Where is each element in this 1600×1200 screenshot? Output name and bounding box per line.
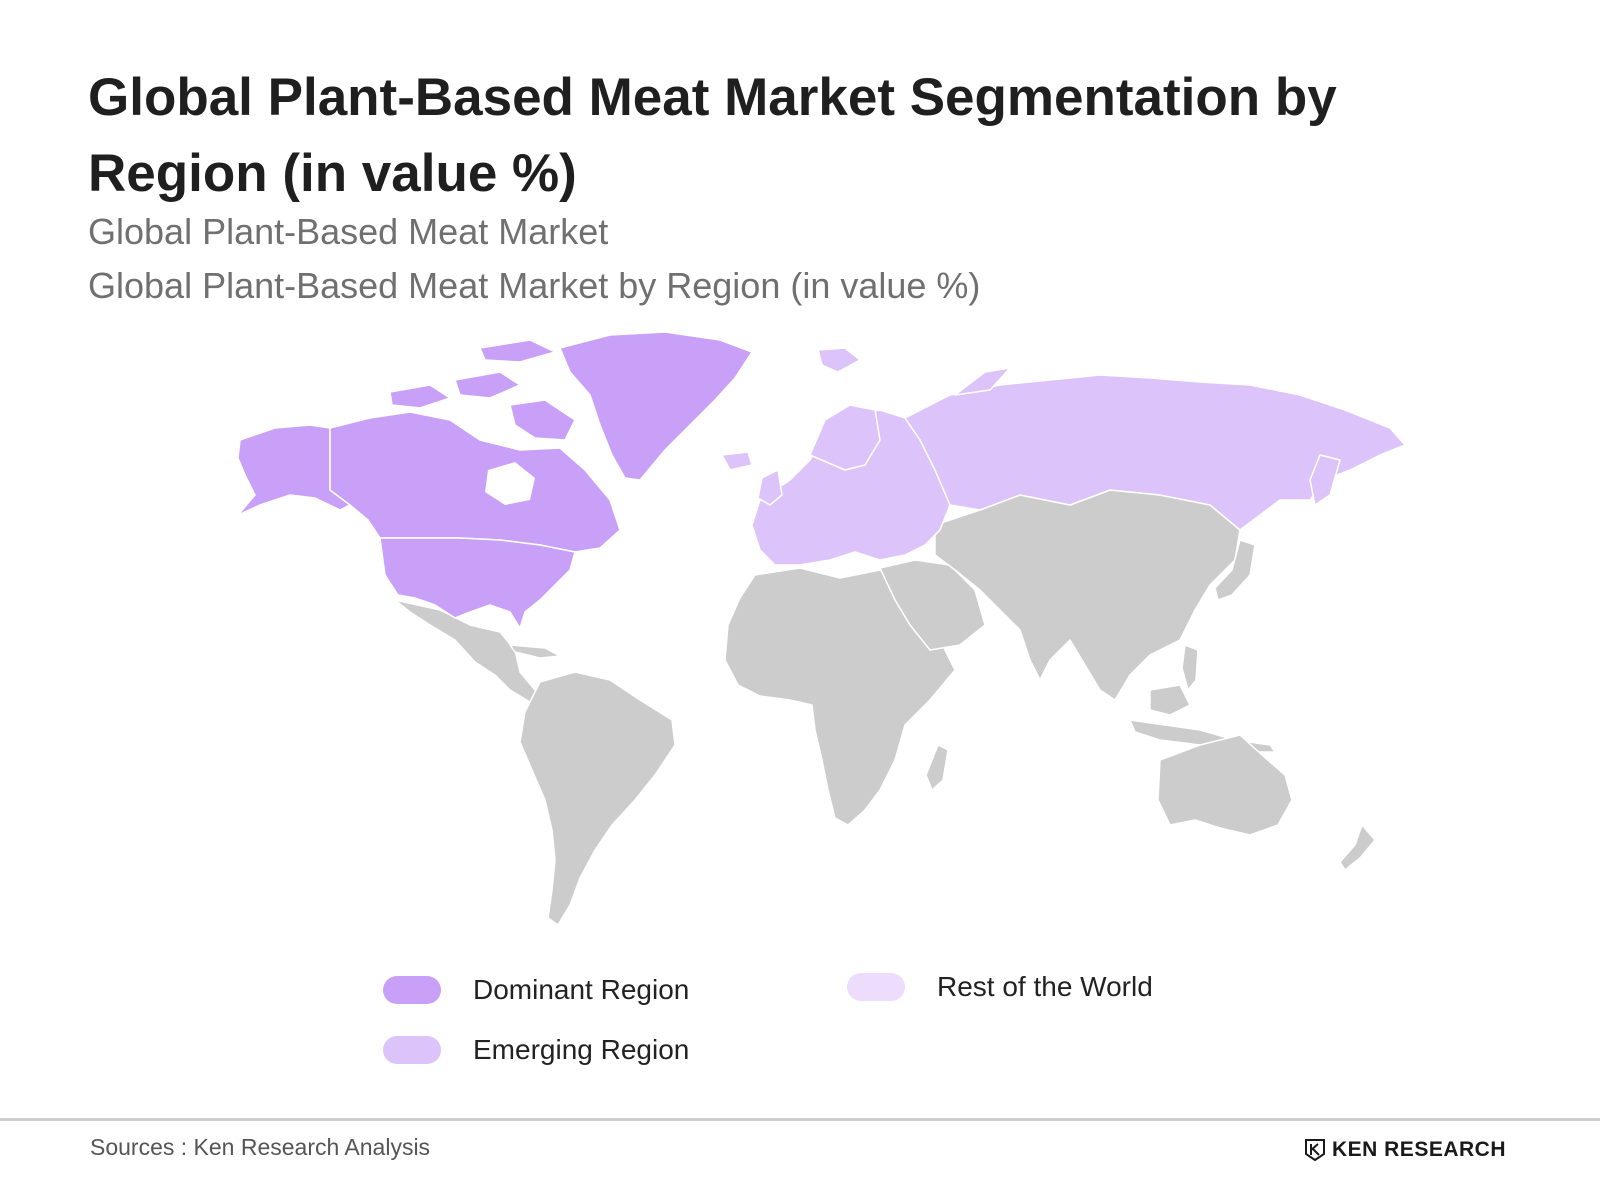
japan — [1214, 539, 1256, 601]
emerging-region-land — [721, 347, 1406, 566]
kamchatka — [1309, 454, 1341, 506]
legend-item-dominant: Dominant Region — [383, 974, 689, 1006]
united-states — [379, 537, 576, 629]
logo-text: KEN RESEARCH — [1331, 1138, 1506, 1161]
legend-swatch-emerging — [383, 1036, 441, 1064]
novaya-zemlya — [954, 367, 1011, 396]
subtitle-by-region: Global Plant-Based Meat Market by Region… — [88, 265, 981, 306]
greenland — [559, 331, 753, 481]
hudson-bay — [485, 462, 535, 505]
alaska — [237, 424, 351, 516]
australia — [1157, 734, 1293, 836]
caribbean — [509, 644, 561, 659]
legend-label-dominant: Dominant Region — [473, 974, 690, 1005]
legend-item-emerging: Emerging Region — [383, 1034, 689, 1066]
legend-label-rest: Rest of the World — [937, 971, 1153, 1002]
legend-swatch-rest — [847, 973, 905, 1001]
scandinavia — [809, 404, 881, 471]
madagascar — [925, 744, 949, 791]
subtitle-market: Global Plant-Based Meat Market — [88, 211, 609, 252]
legend-label-emerging: Emerging Region — [473, 1034, 690, 1065]
footer-divider — [0, 1118, 1600, 1121]
south-america — [519, 671, 676, 926]
new-zealand — [1339, 824, 1376, 871]
source-note: Sources : Ken Research Analysis — [90, 1134, 431, 1160]
borneo — [1149, 684, 1191, 716]
uk-ireland — [757, 469, 783, 506]
svalbard — [817, 347, 861, 373]
ken-research-logo-icon — [1304, 1139, 1325, 1162]
middle-east — [879, 559, 986, 651]
arctic-archipelago-2 — [454, 371, 521, 399]
chart-title: Global Plant-Based Meat Market Segmentat… — [88, 68, 1337, 203]
legend-swatch-dominant — [383, 976, 441, 1004]
ken-research-logo: KEN RESEARCH — [1304, 1138, 1506, 1162]
dominant-region-land — [237, 331, 753, 629]
world-map — [237, 331, 1406, 926]
neutral-land — [394, 489, 1376, 926]
iceland — [721, 451, 753, 471]
legend-item-rest: Rest of the World — [847, 971, 1153, 1003]
arctic-archipelago-1 — [389, 384, 451, 409]
philippines — [1181, 644, 1199, 691]
arctic-archipelago-3 — [479, 339, 556, 363]
canada — [329, 411, 621, 553]
baffin-island — [509, 399, 576, 441]
